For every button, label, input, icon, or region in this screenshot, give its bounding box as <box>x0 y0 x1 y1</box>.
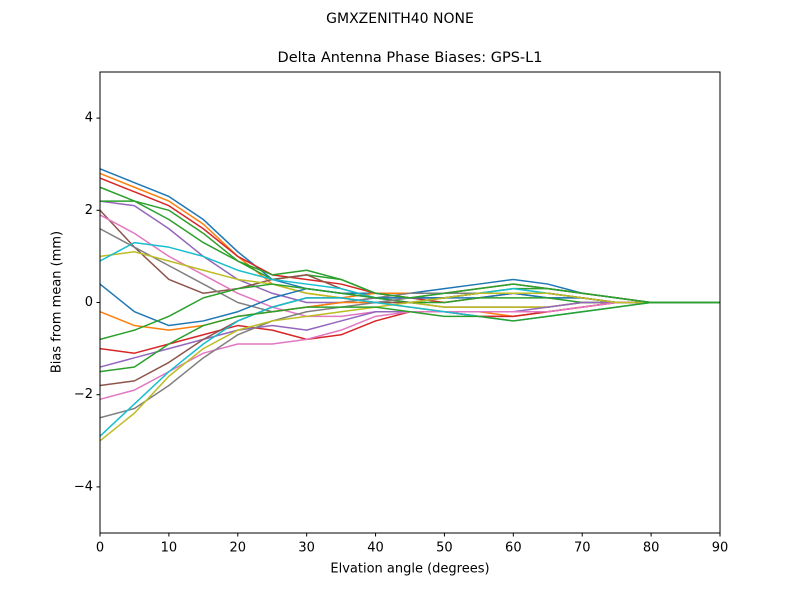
y-axis-label: Bias from mean (mm) <box>50 231 65 373</box>
x-tick-label: 50 <box>436 541 453 556</box>
x-tick-label: 90 <box>712 541 729 556</box>
x-tick-label: 80 <box>643 541 660 556</box>
y-tick-label: −2 <box>74 387 93 402</box>
suptitle: GMXZENITH40 NONE <box>326 11 474 27</box>
data-line <box>100 200 720 304</box>
y-tick-label: 4 <box>85 111 93 126</box>
y-tick-label: −4 <box>74 479 93 494</box>
x-axis-label: Elvation angle (degrees) <box>330 562 489 577</box>
x-tick-label: 60 <box>505 541 522 556</box>
x-tick-label: 40 <box>367 541 384 556</box>
x-tick-label: 20 <box>230 541 247 556</box>
x-tick-label: 30 <box>298 541 315 556</box>
x-tick-label: 0 <box>96 541 104 556</box>
plot-area <box>99 168 720 442</box>
data-line <box>99 301 720 373</box>
x-tick-label: 70 <box>574 541 591 556</box>
y-tick-label: 2 <box>85 203 93 218</box>
data-line <box>99 292 720 442</box>
y-tick-label: 0 <box>85 295 93 310</box>
chart-title: Delta Antenna Phase Biases: GPS-L1 <box>278 50 543 66</box>
x-tick-label: 10 <box>161 541 178 556</box>
